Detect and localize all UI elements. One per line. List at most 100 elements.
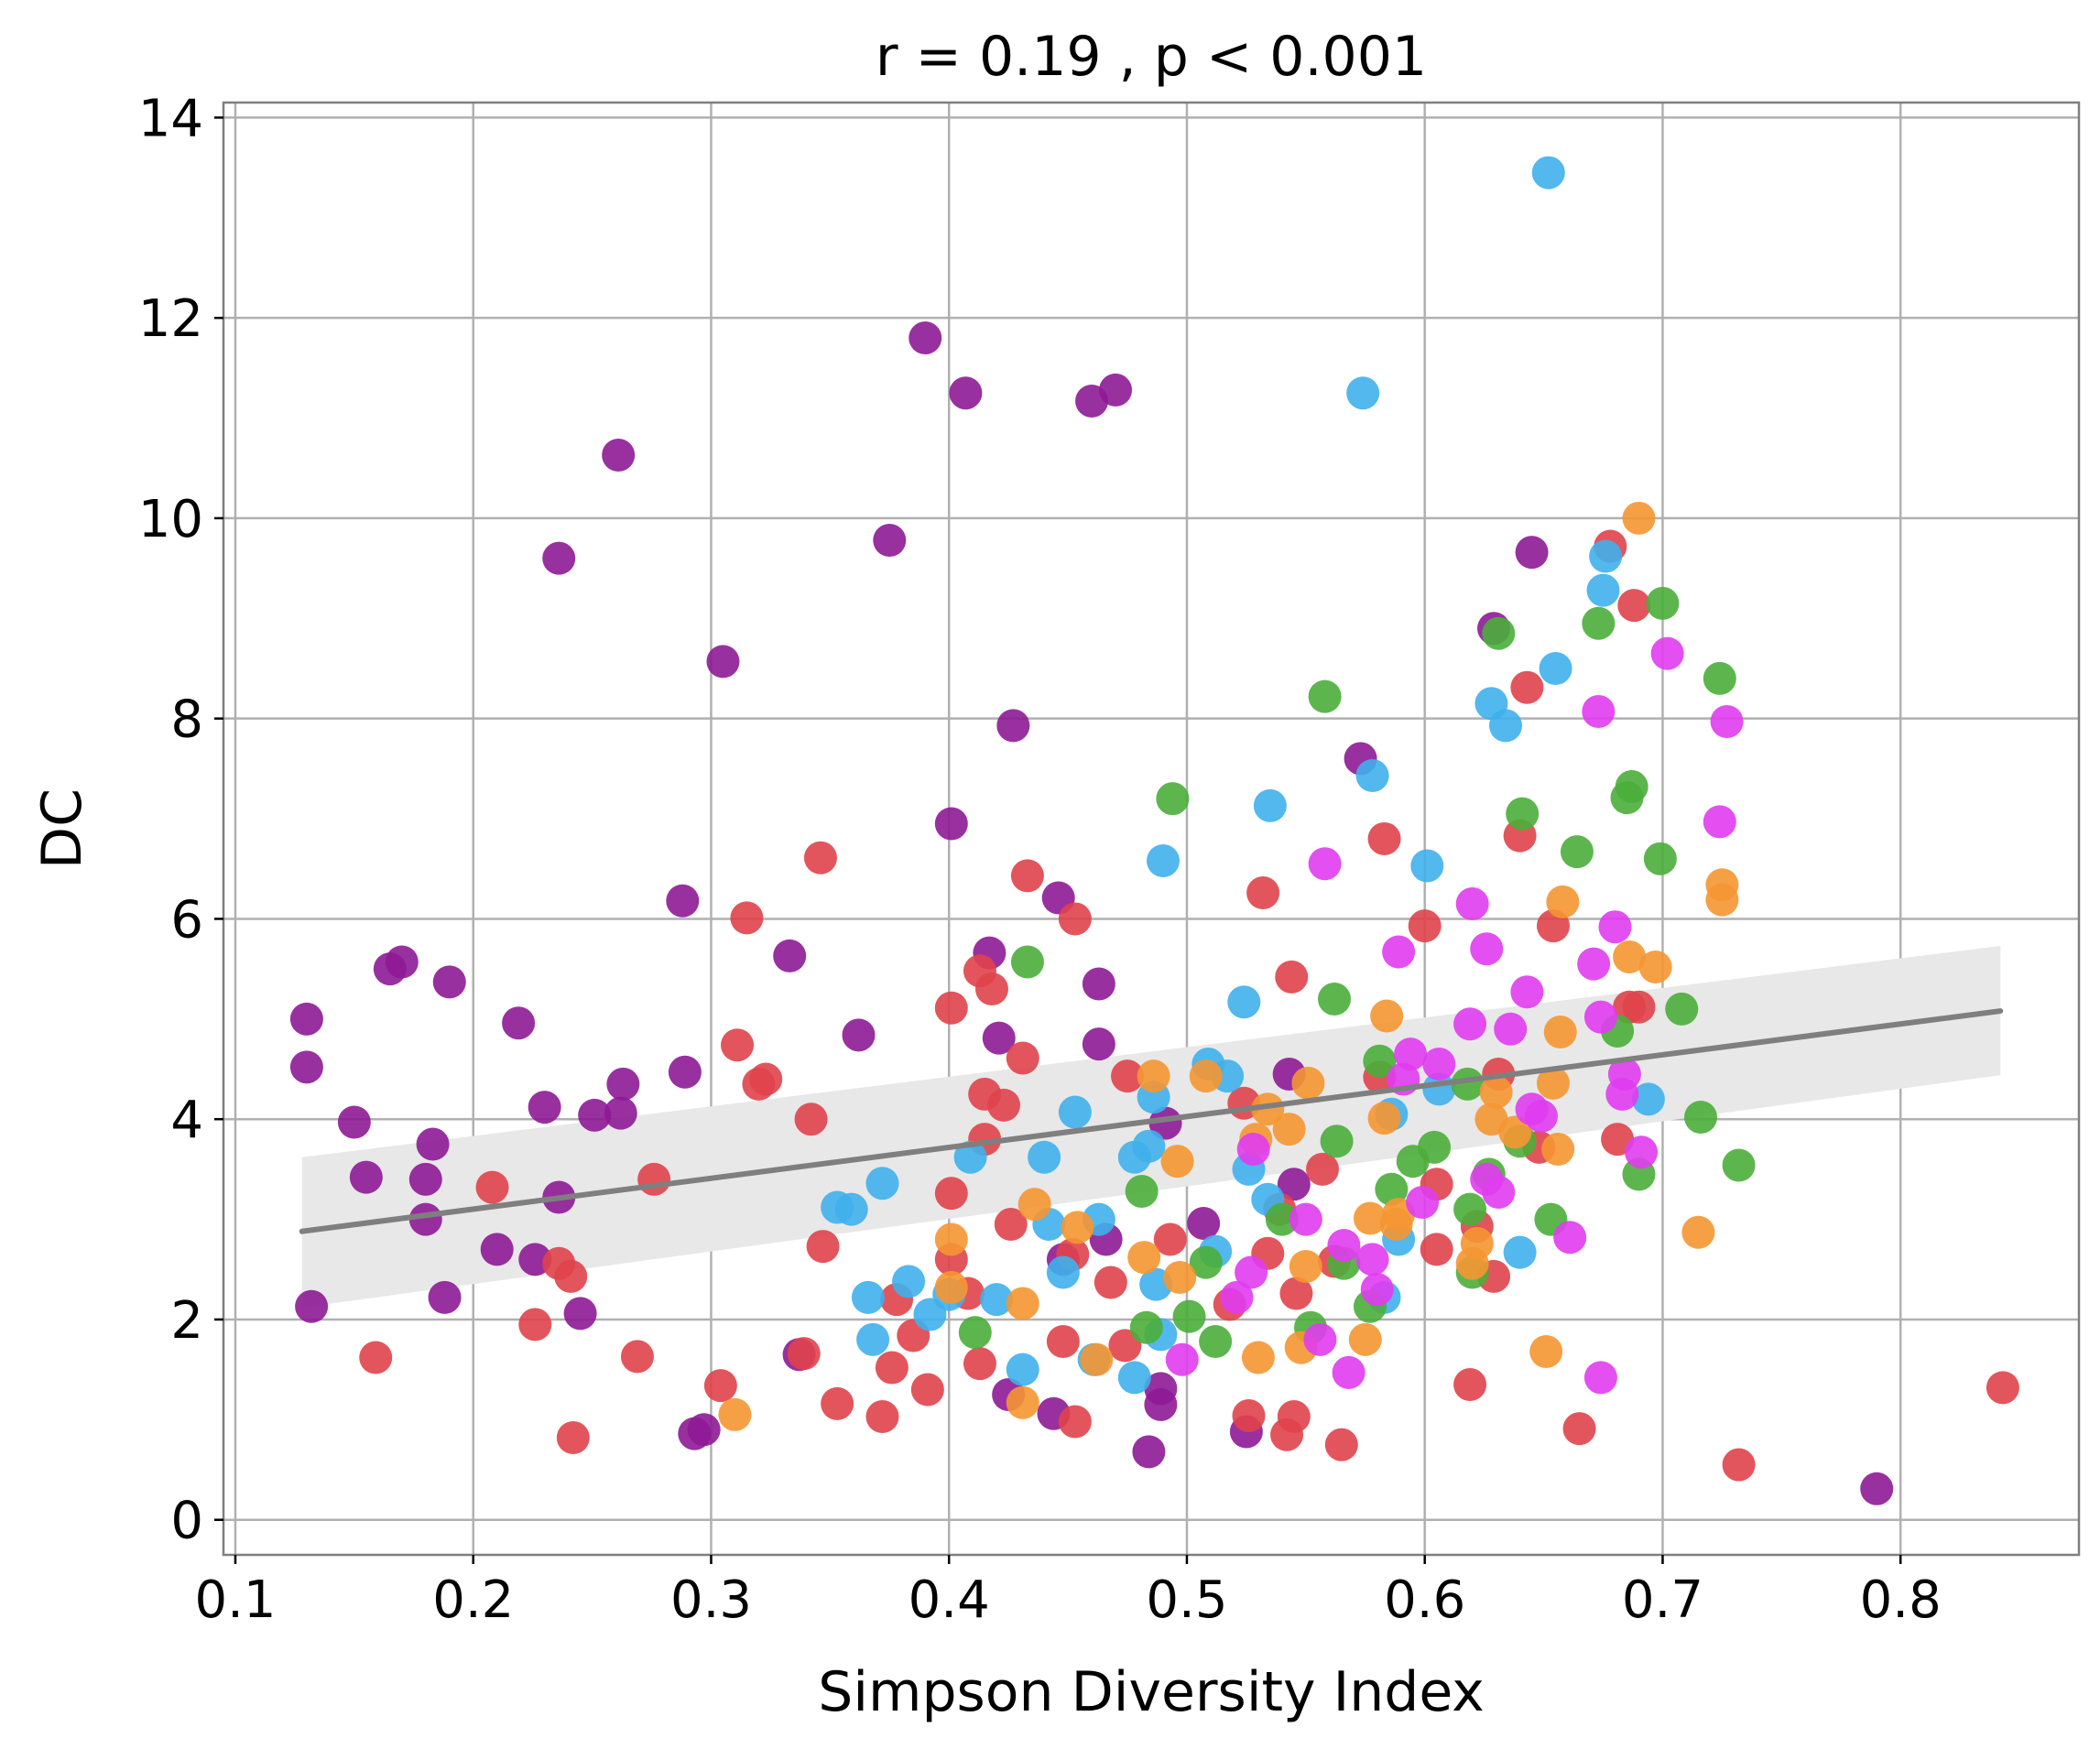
data-point bbox=[289, 1050, 323, 1084]
data-point bbox=[1272, 1113, 1306, 1146]
data-point bbox=[1277, 1168, 1311, 1201]
data-point bbox=[934, 807, 968, 841]
data-point bbox=[1506, 797, 1540, 831]
data-point bbox=[1187, 1206, 1221, 1240]
data-point bbox=[803, 841, 837, 874]
data-point bbox=[1148, 1106, 1182, 1140]
data-point bbox=[1129, 1310, 1163, 1344]
data-point bbox=[556, 1421, 590, 1455]
data-point bbox=[687, 1413, 721, 1447]
data-point bbox=[910, 1373, 944, 1407]
data-point bbox=[794, 1103, 828, 1136]
data-point bbox=[934, 1177, 968, 1211]
data-point bbox=[475, 1170, 509, 1204]
data-point bbox=[1246, 876, 1280, 910]
data-point bbox=[1622, 990, 1656, 1024]
data-point bbox=[1453, 1368, 1487, 1402]
data-point bbox=[1420, 1233, 1453, 1266]
data-point bbox=[773, 939, 807, 972]
data-point bbox=[578, 1098, 612, 1132]
data-point bbox=[934, 991, 968, 1025]
data-point bbox=[1617, 589, 1651, 623]
data-point bbox=[703, 1369, 737, 1403]
data-point bbox=[1643, 842, 1677, 875]
data-point bbox=[1375, 1172, 1409, 1206]
data-point bbox=[1646, 586, 1680, 620]
data-point bbox=[1251, 1092, 1285, 1126]
data-point bbox=[1560, 835, 1594, 869]
data-point bbox=[1583, 1361, 1617, 1395]
data-point bbox=[1163, 1261, 1197, 1295]
data-point bbox=[1306, 1152, 1340, 1186]
data-point bbox=[1348, 1322, 1382, 1356]
data-point bbox=[834, 1192, 868, 1226]
y-tick-label: 14 bbox=[138, 89, 203, 148]
plot-frame bbox=[222, 101, 2081, 1557]
data-point bbox=[1531, 156, 1565, 190]
data-point bbox=[787, 1337, 821, 1371]
data-point bbox=[1631, 1082, 1665, 1116]
data-point bbox=[1650, 636, 1684, 670]
y-tick-label: 4 bbox=[170, 1091, 203, 1150]
data-point bbox=[1080, 1342, 1114, 1376]
y-tick-label: 10 bbox=[138, 490, 203, 549]
data-point bbox=[865, 1167, 899, 1200]
data-point bbox=[1562, 1412, 1596, 1446]
data-point bbox=[408, 1162, 442, 1196]
data-point bbox=[963, 1347, 996, 1381]
data-point bbox=[1453, 1192, 1487, 1226]
data-point bbox=[1451, 1067, 1485, 1101]
data-point bbox=[996, 709, 1030, 743]
data-point bbox=[1028, 1140, 1061, 1174]
data-point bbox=[1189, 1245, 1223, 1279]
data-point bbox=[1010, 945, 1044, 979]
data-point bbox=[856, 1322, 890, 1356]
data-point bbox=[1346, 376, 1380, 410]
data-point bbox=[1279, 1276, 1313, 1310]
data-point bbox=[1006, 1385, 1039, 1419]
data-point bbox=[1275, 960, 1309, 994]
data-point bbox=[1332, 1355, 1366, 1389]
data-point bbox=[730, 901, 764, 935]
data-point bbox=[1046, 1255, 1080, 1289]
data-point bbox=[1058, 902, 1092, 936]
data-point bbox=[1589, 539, 1623, 573]
data-point bbox=[359, 1341, 393, 1374]
data-point bbox=[1460, 1226, 1494, 1260]
data-point bbox=[892, 1265, 926, 1298]
data-point bbox=[806, 1230, 840, 1264]
data-point bbox=[1265, 1202, 1299, 1236]
y-tick-label: 2 bbox=[170, 1291, 203, 1351]
data-point bbox=[1722, 1148, 1756, 1182]
data-point bbox=[842, 1018, 876, 1052]
data-point bbox=[1355, 759, 1389, 793]
data-point bbox=[295, 1289, 329, 1323]
x-tick-label: 0.3 bbox=[670, 1570, 752, 1630]
data-point bbox=[821, 1386, 854, 1420]
data-point bbox=[1303, 1322, 1337, 1356]
data-point bbox=[502, 1006, 536, 1040]
data-point bbox=[1318, 982, 1352, 1016]
data-point bbox=[385, 945, 419, 979]
data-point bbox=[1482, 1176, 1516, 1210]
data-point bbox=[1111, 1059, 1145, 1093]
data-point bbox=[1615, 770, 1648, 804]
data-point bbox=[1543, 1016, 1577, 1049]
data-point bbox=[1986, 1371, 2019, 1405]
y-axis-title: DC bbox=[30, 788, 94, 869]
data-point bbox=[1241, 1341, 1275, 1374]
data-point bbox=[518, 1308, 552, 1342]
data-point bbox=[1289, 1202, 1322, 1236]
data-point bbox=[1146, 844, 1180, 878]
data-point bbox=[986, 1088, 1020, 1122]
data-point bbox=[1232, 1398, 1266, 1432]
data-point bbox=[1367, 1102, 1401, 1135]
data-point bbox=[1582, 606, 1616, 640]
data-point bbox=[982, 1021, 1016, 1055]
data-point bbox=[1010, 859, 1044, 893]
data-point bbox=[1860, 1472, 1894, 1505]
data-point bbox=[1153, 1222, 1187, 1256]
x-tick-label: 0.7 bbox=[1622, 1570, 1703, 1630]
x-tick-label: 0.8 bbox=[1860, 1570, 1942, 1630]
